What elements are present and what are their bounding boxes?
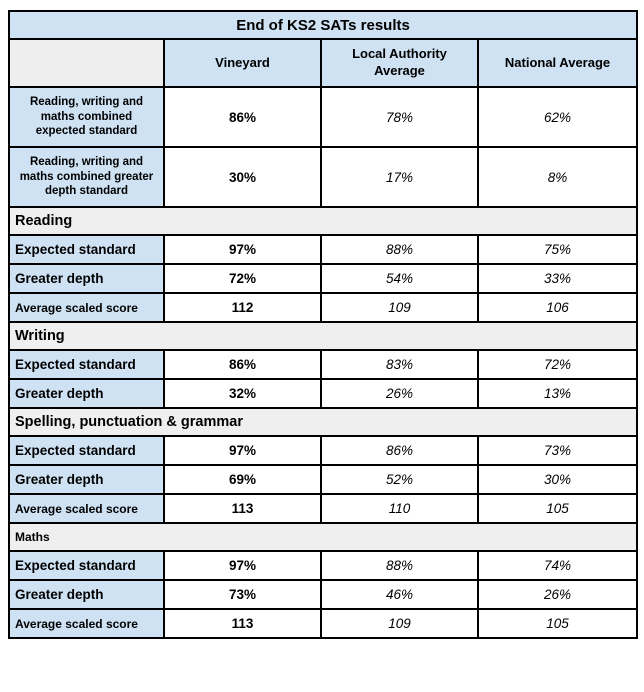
value-cell: 105	[476, 608, 639, 639]
row-label: Reading, writing and maths combined grea…	[8, 146, 165, 208]
section-header-row: Reading	[7, 206, 639, 236]
row-label: Average scaled score	[8, 292, 165, 323]
value-cell: 88%	[320, 234, 479, 265]
table-row: Greater depth 73% 46% 26%	[8, 579, 639, 610]
value-cell: 46%	[320, 579, 479, 610]
value-cell: 69%	[163, 464, 322, 495]
row-label: Reading, writing and maths combined expe…	[8, 86, 165, 148]
value-cell: 17%	[320, 146, 479, 208]
value-cell: 97%	[163, 550, 322, 581]
value-cell: 97%	[163, 435, 322, 466]
row-label: Greater depth	[8, 579, 165, 610]
table-row: Average scaled score 113 109 105	[8, 608, 639, 639]
value-cell: 30%	[163, 146, 322, 208]
value-cell: 26%	[320, 378, 479, 409]
value-cell: 105	[476, 493, 639, 524]
table-row: Greater depth 69% 52% 30%	[8, 464, 639, 495]
section-header-reading: Reading	[7, 206, 639, 236]
ks2-results-table: End of KS2 SATs results Vineyard Local A…	[7, 10, 639, 639]
row-label: Greater depth	[8, 378, 165, 409]
table-row: Reading, writing and maths combined expe…	[8, 86, 639, 148]
table-row: Expected standard 97% 86% 73%	[8, 435, 639, 466]
table-row: Reading, writing and maths combined grea…	[8, 146, 639, 208]
section-header-row: Writing	[7, 321, 639, 351]
value-cell: 113	[163, 608, 322, 639]
row-label: Expected standard	[8, 349, 165, 380]
value-cell: 113	[163, 493, 322, 524]
table-title-row: End of KS2 SATs results	[7, 10, 639, 40]
section-header-maths: Maths	[7, 522, 639, 552]
value-cell: 88%	[320, 550, 479, 581]
row-label: Expected standard	[8, 550, 165, 581]
column-header-national: National Average	[476, 38, 639, 88]
table-row: Average scaled score 113 110 105	[8, 493, 639, 524]
table-row: Expected standard 97% 88% 74%	[8, 550, 639, 581]
section-header-spag: Spelling, punctuation & grammar	[7, 407, 639, 437]
value-cell: 78%	[320, 86, 479, 148]
value-cell: 110	[320, 493, 479, 524]
row-label: Expected standard	[8, 234, 165, 265]
value-cell: 97%	[163, 234, 322, 265]
value-cell: 33%	[476, 263, 639, 294]
value-cell: 32%	[163, 378, 322, 409]
row-label: Greater depth	[8, 464, 165, 495]
row-label: Expected standard	[8, 435, 165, 466]
value-cell: 52%	[320, 464, 479, 495]
table-row: Average scaled score 112 109 106	[8, 292, 639, 323]
value-cell: 73%	[163, 579, 322, 610]
value-cell: 54%	[320, 263, 479, 294]
value-cell: 86%	[163, 86, 322, 148]
value-cell: 109	[320, 608, 479, 639]
value-cell: 86%	[320, 435, 479, 466]
table-row: Greater depth 32% 26% 13%	[8, 378, 639, 409]
table-title: End of KS2 SATs results	[7, 10, 639, 40]
section-header-row: Spelling, punctuation & grammar	[7, 407, 639, 437]
column-header-row: Vineyard Local Authority Average Nationa…	[8, 38, 639, 88]
column-header-vineyard: Vineyard	[163, 38, 322, 88]
section-header-row: Maths	[7, 522, 639, 552]
column-header-local-authority: Local Authority Average	[320, 38, 479, 88]
row-label: Average scaled score	[8, 608, 165, 639]
value-cell: 30%	[476, 464, 639, 495]
row-label: Average scaled score	[8, 493, 165, 524]
value-cell: 74%	[476, 550, 639, 581]
table-row: Expected standard 97% 88% 75%	[8, 234, 639, 265]
value-cell: 13%	[476, 378, 639, 409]
value-cell: 86%	[163, 349, 322, 380]
section-header-writing: Writing	[7, 321, 639, 351]
value-cell: 83%	[320, 349, 479, 380]
value-cell: 72%	[163, 263, 322, 294]
value-cell: 26%	[476, 579, 639, 610]
value-cell: 75%	[476, 234, 639, 265]
value-cell: 106	[476, 292, 639, 323]
value-cell: 73%	[476, 435, 639, 466]
value-cell: 8%	[476, 146, 639, 208]
table-row: Expected standard 86% 83% 72%	[8, 349, 639, 380]
value-cell: 112	[163, 292, 322, 323]
value-cell: 72%	[476, 349, 639, 380]
value-cell: 62%	[476, 86, 639, 148]
table-row: Greater depth 72% 54% 33%	[8, 263, 639, 294]
empty-corner-cell	[8, 38, 165, 88]
value-cell: 109	[320, 292, 479, 323]
row-label: Greater depth	[8, 263, 165, 294]
